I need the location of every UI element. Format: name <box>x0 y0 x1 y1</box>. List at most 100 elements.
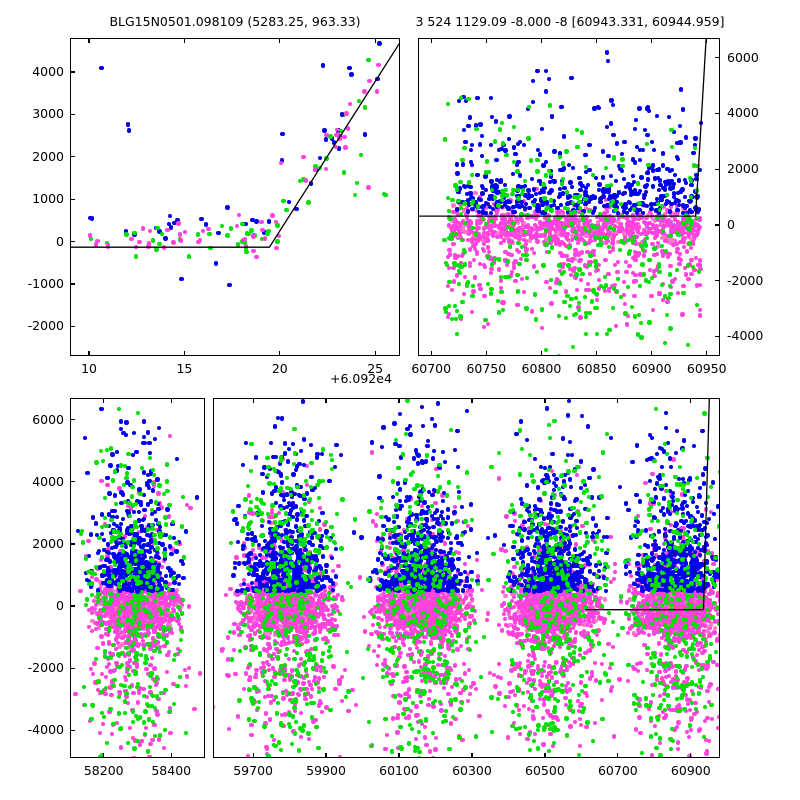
data-point <box>73 692 77 696</box>
data-point <box>103 692 107 696</box>
xtick-topright-tickmark <box>651 351 652 356</box>
data-point <box>108 463 112 467</box>
ytick-topright-tickmark <box>715 113 720 114</box>
data-point <box>150 738 154 742</box>
data-point <box>131 756 135 758</box>
data-point <box>155 616 159 620</box>
data-point <box>119 522 123 526</box>
data-point <box>105 557 109 561</box>
data-point <box>155 477 159 481</box>
data-point <box>148 550 152 554</box>
data-point <box>132 614 136 618</box>
data-point <box>130 485 134 489</box>
xtick-topleft-tickmark-top <box>375 38 376 43</box>
xtick-topleft-tickmark-top <box>184 38 185 43</box>
data-point <box>99 634 103 638</box>
data-point <box>108 655 112 659</box>
xtick-topright-tickmark-top <box>431 38 432 43</box>
data-point <box>103 496 107 500</box>
ytick-topright-label: -4000 <box>727 328 787 343</box>
data-point <box>142 647 146 651</box>
data-point <box>157 556 161 560</box>
data-point <box>130 620 134 624</box>
data-point <box>174 549 178 553</box>
data-point <box>78 589 82 593</box>
data-point <box>132 510 136 514</box>
xtick-topleft-tickmark <box>184 351 185 356</box>
data-point <box>172 702 176 706</box>
ytick-topleft-label: 1000 <box>8 191 64 206</box>
data-point <box>179 638 183 642</box>
data-point <box>93 572 97 576</box>
data-point <box>124 691 128 695</box>
data-point <box>96 592 100 596</box>
data-point <box>94 521 98 525</box>
data-point <box>163 584 167 588</box>
data-point <box>148 601 152 605</box>
data-point <box>125 509 129 513</box>
data-point <box>126 651 130 655</box>
data-point <box>138 743 142 747</box>
data-point <box>120 636 124 640</box>
data-point <box>181 495 185 499</box>
data-point <box>117 711 121 715</box>
data-point <box>126 452 130 456</box>
data-point <box>146 642 150 646</box>
data-point <box>111 613 115 617</box>
data-point <box>107 491 111 495</box>
data-point <box>100 622 104 626</box>
data-point <box>165 462 169 466</box>
data-point <box>104 675 108 679</box>
data-point <box>123 711 127 715</box>
axes-bottom-right-segment <box>213 398 720 758</box>
data-point <box>181 576 185 580</box>
data-point <box>115 543 119 547</box>
model-curve <box>419 39 720 356</box>
data-point <box>90 629 94 633</box>
data-point <box>103 516 107 520</box>
data-point <box>98 755 102 758</box>
data-point <box>158 534 162 538</box>
data-point <box>117 611 121 615</box>
data-point <box>155 546 159 550</box>
data-point <box>165 489 169 493</box>
data-point <box>168 709 172 713</box>
data-point <box>132 478 136 482</box>
panel-title-left: BLG15N0501.098109 (5283.25, 963.33) <box>60 14 410 29</box>
data-point <box>144 726 148 730</box>
data-point <box>133 524 137 528</box>
data-point <box>148 685 152 689</box>
data-point <box>148 585 152 589</box>
data-point <box>108 592 112 596</box>
data-point <box>137 627 141 631</box>
data-point <box>167 503 171 507</box>
ytick-topleft-tickmark <box>70 199 75 200</box>
data-point <box>195 495 199 499</box>
data-point <box>131 691 135 695</box>
data-point <box>148 451 152 455</box>
data-point <box>172 658 176 662</box>
data-point <box>102 569 106 573</box>
ytick-topright-label: -2000 <box>727 273 787 288</box>
data-point <box>126 466 130 470</box>
data-point <box>156 491 160 495</box>
data-point <box>131 453 135 457</box>
data-point <box>136 603 140 607</box>
data-point <box>133 520 137 524</box>
data-point <box>150 512 154 516</box>
ytick-topleft-tickmark <box>70 326 75 327</box>
data-point <box>157 483 161 487</box>
data-point <box>89 667 93 671</box>
ytick-topleft-tickmark <box>70 156 75 157</box>
data-point <box>94 460 98 464</box>
data-point <box>126 741 130 745</box>
data-point <box>83 703 87 707</box>
data-point <box>82 685 86 689</box>
data-point <box>148 742 152 746</box>
ytick-topleft-tickmark <box>70 114 75 115</box>
data-point <box>107 580 111 584</box>
data-point <box>158 733 162 737</box>
data-point <box>164 522 168 526</box>
data-point <box>140 549 144 553</box>
data-point <box>106 566 110 570</box>
